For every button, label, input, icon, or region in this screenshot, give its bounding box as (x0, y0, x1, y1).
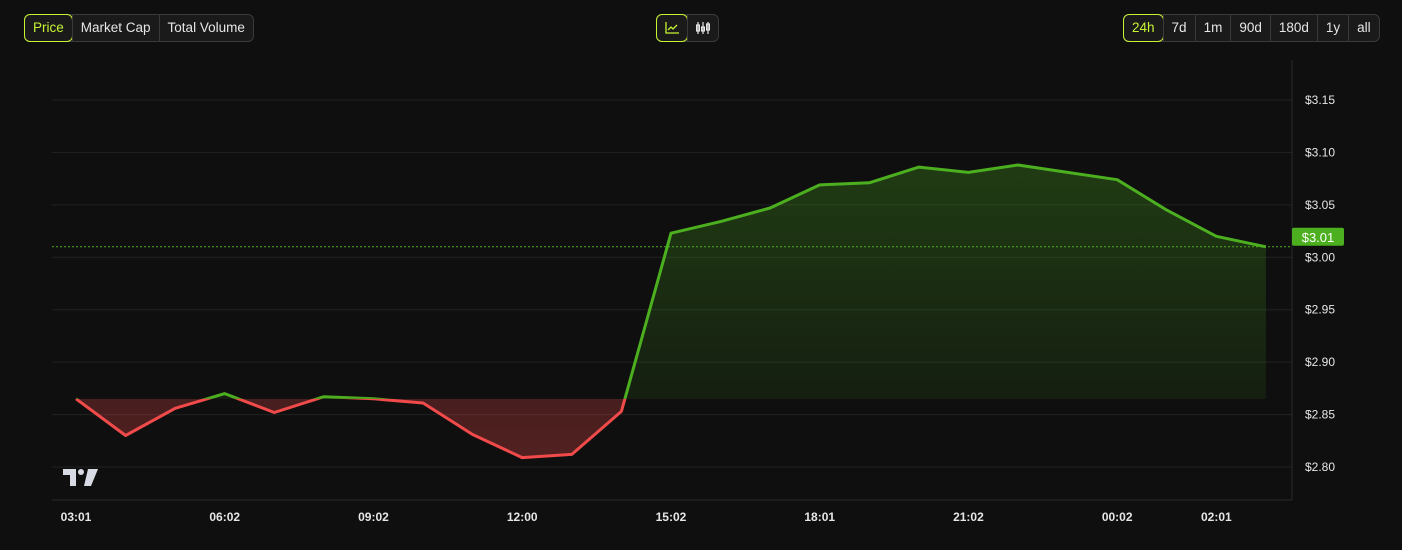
y-tick-label: $3.10 (1305, 145, 1335, 159)
range-90d[interactable]: 90d (1230, 15, 1270, 41)
range-all[interactable]: all (1348, 15, 1379, 41)
range-180d[interactable]: 180d (1269, 15, 1317, 41)
x-tick-label: 12:00 (507, 510, 538, 524)
x-tick-label: 18:01 (804, 510, 835, 524)
y-tick-label: $3.15 (1305, 93, 1335, 107)
x-tick-label: 03:01 (61, 510, 92, 524)
range-24h[interactable]: 24h (1123, 14, 1164, 42)
tab-market-cap[interactable]: Market Cap (71, 15, 159, 41)
tradingview-logo (63, 469, 98, 486)
range-1y[interactable]: 1y (1316, 15, 1348, 41)
y-tick-label: $2.95 (1305, 303, 1335, 317)
range-7d[interactable]: 7d (1162, 15, 1195, 41)
x-tick-label: 06:02 (209, 510, 240, 524)
logo-part (78, 469, 84, 475)
x-tick-label: 15:02 (656, 510, 687, 524)
price-line-down (75, 398, 627, 460)
logo-part (63, 469, 76, 486)
current-price-badge (1292, 227, 1344, 246)
logo-part (84, 469, 98, 486)
x-tick-label: 02:01 (1201, 510, 1232, 524)
chart-type-toggle (656, 14, 719, 42)
area-fill-up (76, 165, 1266, 399)
x-tick-label: 09:02 (358, 510, 389, 524)
current-price-label: $3.01 (1302, 230, 1335, 245)
x-tick-label: 21:02 (953, 510, 984, 524)
candlestick-icon (696, 22, 711, 34)
range-1m[interactable]: 1m (1194, 15, 1231, 41)
tab-price[interactable]: Price (24, 14, 73, 42)
line-chart-icon (665, 22, 679, 34)
y-tick-label: $2.85 (1305, 408, 1335, 422)
y-tick-label: $2.90 (1305, 355, 1335, 369)
x-tick-label: 00:02 (1102, 510, 1133, 524)
candlestick-button[interactable] (687, 15, 718, 41)
metric-tabs: Price Market Cap Total Volume (24, 14, 254, 42)
price-line-up (75, 163, 1267, 399)
y-tick-label: $2.80 (1305, 460, 1335, 474)
tab-total-volume[interactable]: Total Volume (158, 15, 253, 41)
line-chart-button[interactable] (656, 14, 688, 42)
y-tick-label: $3.00 (1305, 250, 1335, 264)
range-tabs: 24h 7d 1m 90d 180d 1y all (1123, 14, 1380, 42)
y-tick-label: $3.05 (1305, 198, 1335, 212)
